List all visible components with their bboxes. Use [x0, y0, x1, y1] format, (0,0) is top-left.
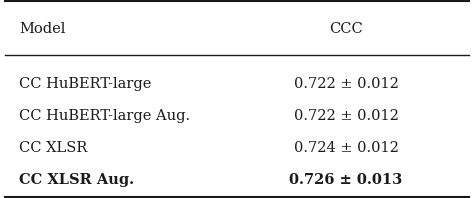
Text: 0.724 ± 0.012: 0.724 ± 0.012 [293, 141, 399, 154]
Text: 0.722 ± 0.012: 0.722 ± 0.012 [293, 77, 399, 91]
Text: 0.722 ± 0.012: 0.722 ± 0.012 [293, 109, 399, 123]
Text: CC XLSR: CC XLSR [19, 141, 87, 154]
Text: 0.726 ± 0.013: 0.726 ± 0.013 [290, 173, 402, 187]
Text: CC XLSR Aug.: CC XLSR Aug. [19, 173, 134, 187]
Text: CC HuBERT-large Aug.: CC HuBERT-large Aug. [19, 109, 190, 123]
Text: CC HuBERT-large: CC HuBERT-large [19, 77, 151, 91]
Text: Model: Model [19, 22, 65, 36]
Text: CCC: CCC [329, 22, 363, 36]
